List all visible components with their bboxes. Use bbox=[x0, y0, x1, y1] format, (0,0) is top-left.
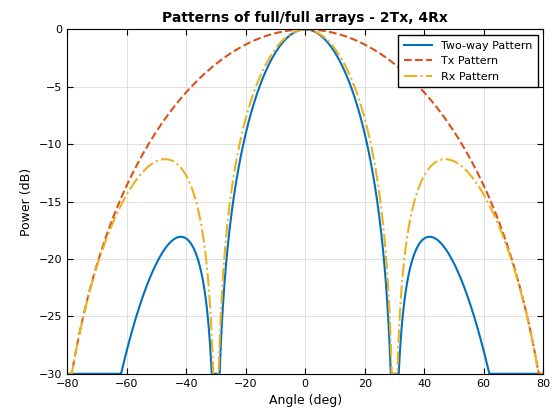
Y-axis label: Power (dB): Power (dB) bbox=[20, 168, 33, 236]
Rx Pattern bbox=[479, 190, 486, 195]
Rx Pattern bbox=[64, 371, 71, 376]
Legend: Two-way Pattern, Tx Pattern, Rx Pattern: Two-way Pattern, Tx Pattern, Rx Pattern bbox=[399, 35, 538, 87]
Two-way Pattern bbox=[479, 344, 486, 349]
Two-way Pattern bbox=[64, 371, 71, 376]
Tx Pattern bbox=[146, 139, 153, 144]
Two-way Pattern bbox=[267, 59, 274, 64]
Rx Pattern bbox=[146, 163, 153, 168]
Tx Pattern bbox=[246, 40, 253, 45]
Rx Pattern bbox=[531, 346, 538, 351]
Rx Pattern bbox=[540, 371, 547, 376]
Rx Pattern bbox=[302, 27, 309, 32]
Two-way Pattern bbox=[118, 370, 125, 375]
Two-way Pattern bbox=[246, 115, 253, 120]
Title: Patterns of full/full arrays - 2Tx, 4Rx: Patterns of full/full arrays - 2Tx, 4Rx bbox=[162, 11, 448, 26]
Tx Pattern bbox=[479, 181, 486, 186]
Tx Pattern bbox=[540, 371, 547, 376]
Tx Pattern bbox=[118, 194, 125, 200]
Two-way Pattern bbox=[302, 27, 309, 32]
Line: Tx Pattern: Tx Pattern bbox=[67, 29, 543, 374]
Line: Two-way Pattern: Two-way Pattern bbox=[67, 29, 543, 374]
Two-way Pattern bbox=[531, 371, 538, 376]
Two-way Pattern bbox=[540, 371, 547, 376]
Rx Pattern bbox=[118, 202, 125, 207]
Rx Pattern bbox=[246, 102, 253, 107]
Tx Pattern bbox=[64, 371, 71, 376]
Tx Pattern bbox=[531, 346, 538, 351]
X-axis label: Angle (deg): Angle (deg) bbox=[269, 394, 342, 407]
Tx Pattern bbox=[302, 27, 309, 32]
Two-way Pattern bbox=[146, 276, 153, 281]
Tx Pattern bbox=[267, 32, 274, 37]
Line: Rx Pattern: Rx Pattern bbox=[67, 29, 543, 374]
Rx Pattern bbox=[267, 54, 274, 59]
